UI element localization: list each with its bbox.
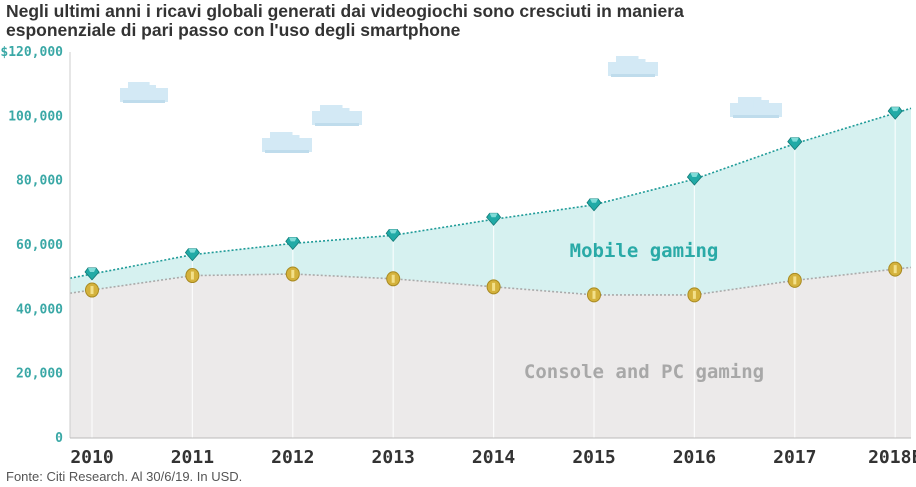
x-tick-label: 2010: [70, 447, 113, 468]
coin-icon: [787, 272, 802, 288]
console-area: [70, 267, 911, 438]
diamond-icon: [586, 198, 602, 212]
diamond-icon: [686, 172, 702, 186]
coin-icon: [888, 261, 903, 277]
x-tick-label: 2011: [171, 447, 214, 468]
x-tick-label: 2016: [673, 447, 716, 468]
diamond-icon: [385, 228, 401, 242]
chart-title-line-1: Negli ultimi anni i ricavi globali gener…: [6, 1, 684, 21]
diamond-icon: [184, 248, 200, 262]
x-tick-label: 2018E: [868, 447, 916, 468]
chart-title: Negli ultimi anni i ricavi globali gener…: [6, 2, 906, 40]
cloud-icon: [312, 105, 362, 126]
x-tick-label: 2012: [271, 447, 314, 468]
chart-title-line-2: esponenziale di pari passo con l'uso deg…: [6, 20, 461, 40]
diamond-icon: [285, 236, 301, 250]
coin-icon: [486, 279, 501, 295]
series-label-console-pc-gaming: Console and PC gaming: [524, 361, 764, 383]
diamond-icon: [486, 212, 502, 226]
y-tick-label: 80,000: [16, 174, 63, 189]
cloud-icon: [608, 56, 658, 77]
y-tick-label: 40,000: [16, 302, 63, 317]
x-tick-label: 2017: [773, 447, 816, 468]
series-label-mobile-gaming: Mobile gaming: [570, 240, 719, 262]
diamond-icon: [887, 106, 903, 120]
cloud-icon: [262, 132, 312, 153]
y-tick-label: 20,000: [16, 367, 63, 382]
coin-icon: [285, 266, 300, 282]
cloud-icon: [120, 82, 168, 103]
cloud-icon: [730, 97, 782, 118]
y-tick-label: 100,000: [8, 109, 63, 124]
diamond-icon: [84, 267, 100, 281]
coin-icon: [85, 282, 99, 298]
diamond-icon: [787, 137, 803, 151]
coin-icon: [587, 287, 601, 303]
coin-icon: [687, 287, 702, 303]
source-note: Fonte: Citi Research. Al 30/6/19. In USD…: [6, 469, 243, 484]
x-tick-label: 2015: [572, 447, 615, 468]
mobile-area: [70, 108, 911, 295]
y-tick-label: 60,000: [16, 238, 63, 253]
x-tick-label: 2014: [472, 447, 516, 468]
coin-icon: [386, 271, 401, 287]
y-tick-label: 0: [55, 431, 63, 446]
y-tick-label: $120,000: [0, 45, 63, 60]
x-tick-label: 2013: [372, 447, 415, 468]
coin-icon: [185, 268, 200, 284]
